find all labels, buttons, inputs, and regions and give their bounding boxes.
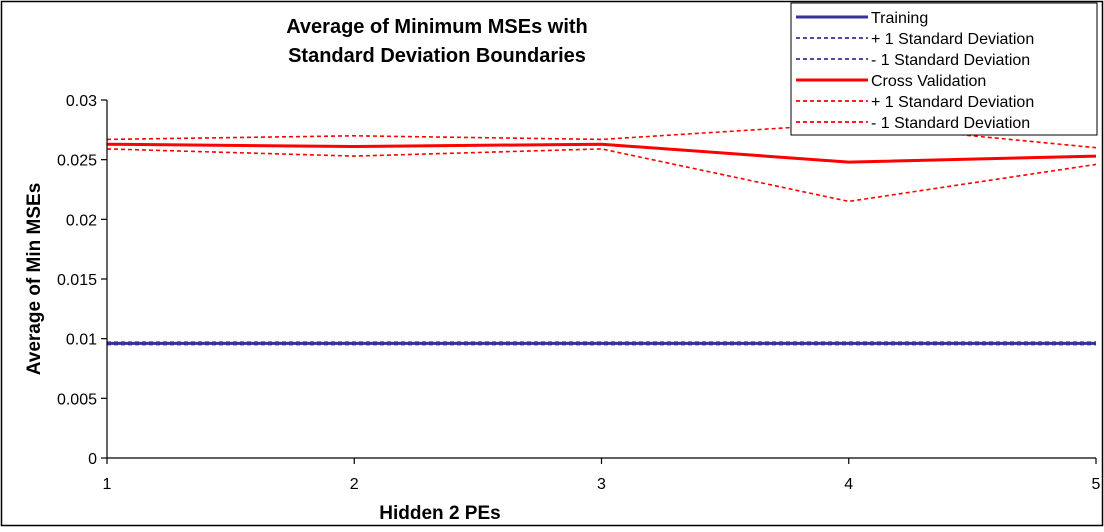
- x-tick-label: 4: [844, 476, 853, 493]
- x-tick-label: 3: [597, 476, 606, 493]
- legend-label-5: + 1 Standard Deviation: [871, 94, 1034, 111]
- legend-box: [790, 2, 1098, 136]
- y-tick-label: 0.01: [66, 332, 97, 349]
- x-tick-label: 1: [103, 476, 112, 493]
- series-line-4: [106, 142, 1097, 164]
- y-tick-label: 0: [88, 451, 97, 468]
- plot-area: [106, 123, 1097, 346]
- y-tick-label: 0.015: [57, 272, 97, 289]
- y-tick-label: 0.02: [66, 212, 97, 229]
- legend: Training + 1 Standard Deviation - 1 Standa…: [790, 2, 1098, 136]
- series-line-5: [106, 123, 1097, 149]
- y-axis-title: Average of Min MSEs: [24, 183, 45, 376]
- chart-title-line-1: Average of Minimum MSEs with: [286, 16, 588, 38]
- y-tick-label: 0.005: [57, 391, 97, 408]
- y-tick-label: 0.025: [57, 153, 97, 170]
- legend-label-3: - 1 Standard Deviation: [871, 52, 1030, 69]
- axes: 0 0.005 0.01 0.015 0.02 0.025 0.03 1 2 3 4 5: [57, 93, 1101, 493]
- legend-label-1: Training: [871, 10, 928, 27]
- legend-label-6: - 1 Standard Deviation: [871, 115, 1030, 132]
- series-line-6: [106, 148, 1097, 203]
- legend-label-2: + 1 Standard Deviation: [871, 31, 1034, 48]
- x-axis-title: Hidden 2 PEs: [379, 503, 500, 524]
- chart-title-line-2: Standard Deviation Boundaries: [288, 45, 586, 67]
- y-tick-label: 0.03: [66, 93, 97, 110]
- x-tick-label: 2: [350, 476, 359, 493]
- legend-label-4: Cross Validation: [871, 73, 986, 90]
- x-tick-label: 5: [1092, 476, 1101, 493]
